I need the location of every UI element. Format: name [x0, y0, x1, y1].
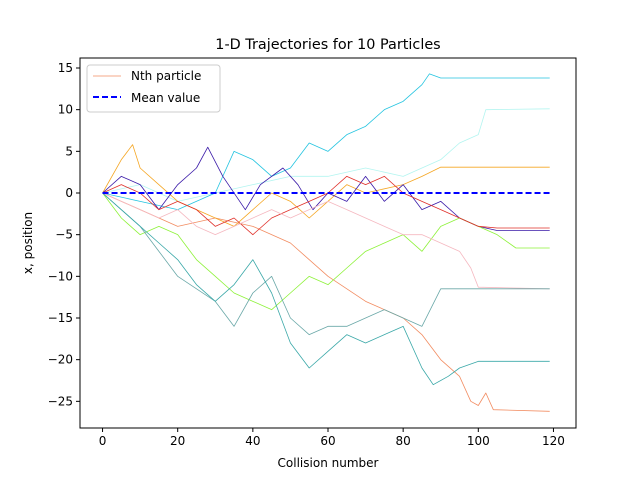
x-tick-label: 100: [467, 434, 490, 448]
particle-trajectory-8: [102, 192, 550, 290]
legend: Nth particle Mean value: [86, 64, 221, 113]
y-tick-label: 5: [65, 144, 73, 158]
x-tick-label: 20: [170, 434, 185, 448]
y-tick-label: 15: [58, 61, 73, 75]
particle-trajectory-4: [102, 144, 550, 227]
y-tick-label: −20: [48, 353, 73, 367]
particle-trajectory-10: [102, 192, 550, 386]
plot-frame: [79, 57, 577, 429]
x-axis-title: Collision number: [278, 456, 379, 470]
y-tick-label: −25: [48, 394, 73, 408]
x-tick-label: 40: [245, 434, 260, 448]
x-axis-ticks: 0 20 40 60 80 100 120: [99, 428, 565, 448]
plot-series: [102, 73, 550, 412]
y-tick-label: −15: [48, 311, 73, 325]
legend-label-nth-particle: Nth particle: [131, 69, 201, 83]
particle-trajectory-5: [102, 146, 550, 231]
particle-trajectory-9: [102, 192, 550, 336]
x-tick-label: 0: [99, 434, 107, 448]
y-tick-label: −10: [48, 269, 73, 283]
x-tick-label: 120: [542, 434, 565, 448]
particle-trajectory-6: [102, 192, 550, 311]
particle-trajectory-7: [102, 175, 550, 236]
y-axis-title: x, position: [21, 212, 35, 274]
particle-trajectory-1: [102, 192, 550, 412]
y-tick-label: 0: [65, 186, 73, 200]
particle-trajectory-3: [102, 108, 550, 202]
legend-box: [86, 64, 221, 113]
y-tick-label: 10: [58, 103, 73, 117]
legend-label-mean-value: Mean value: [131, 91, 200, 105]
y-tick-label: −5: [55, 228, 73, 242]
x-tick-label: 80: [396, 434, 411, 448]
x-tick-label: 60: [320, 434, 335, 448]
y-axis-ticks: −25 −20 −15 −10 −5 0 5 10 15: [48, 61, 80, 408]
particle-trajectory-2: [102, 73, 550, 211]
chart-title: 1-D Trajectories for 10 Particles: [215, 37, 440, 53]
